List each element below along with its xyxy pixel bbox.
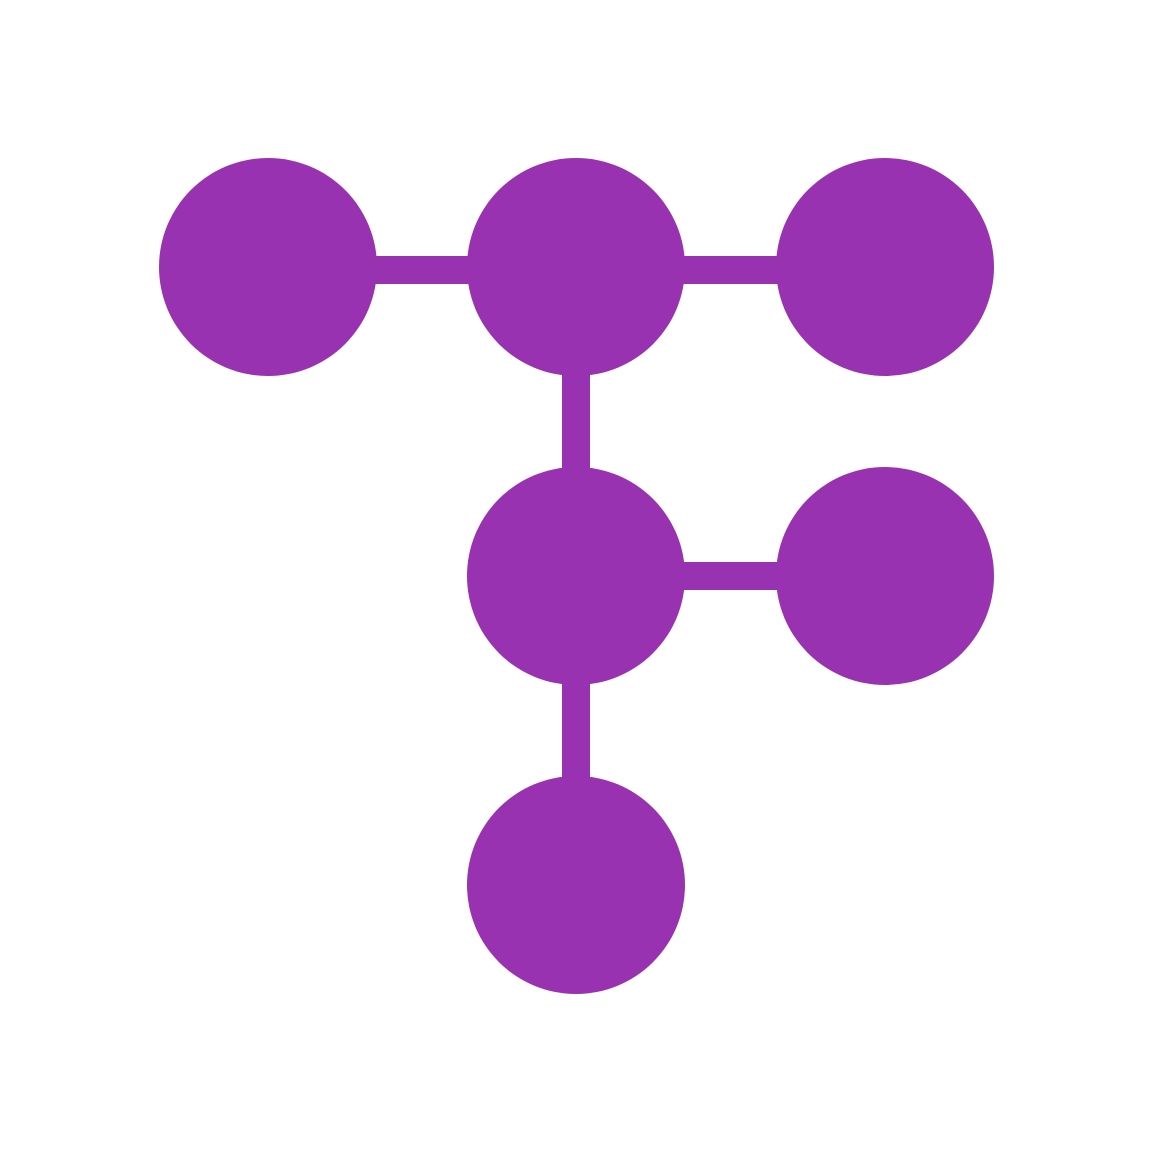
node-top-center (467, 158, 685, 376)
node-bottom-center (467, 776, 685, 994)
node-top-left (159, 158, 377, 376)
node-middle-center (467, 467, 685, 685)
node-top-right (776, 158, 994, 376)
node-middle-right (776, 467, 994, 685)
node-circles (159, 158, 994, 994)
